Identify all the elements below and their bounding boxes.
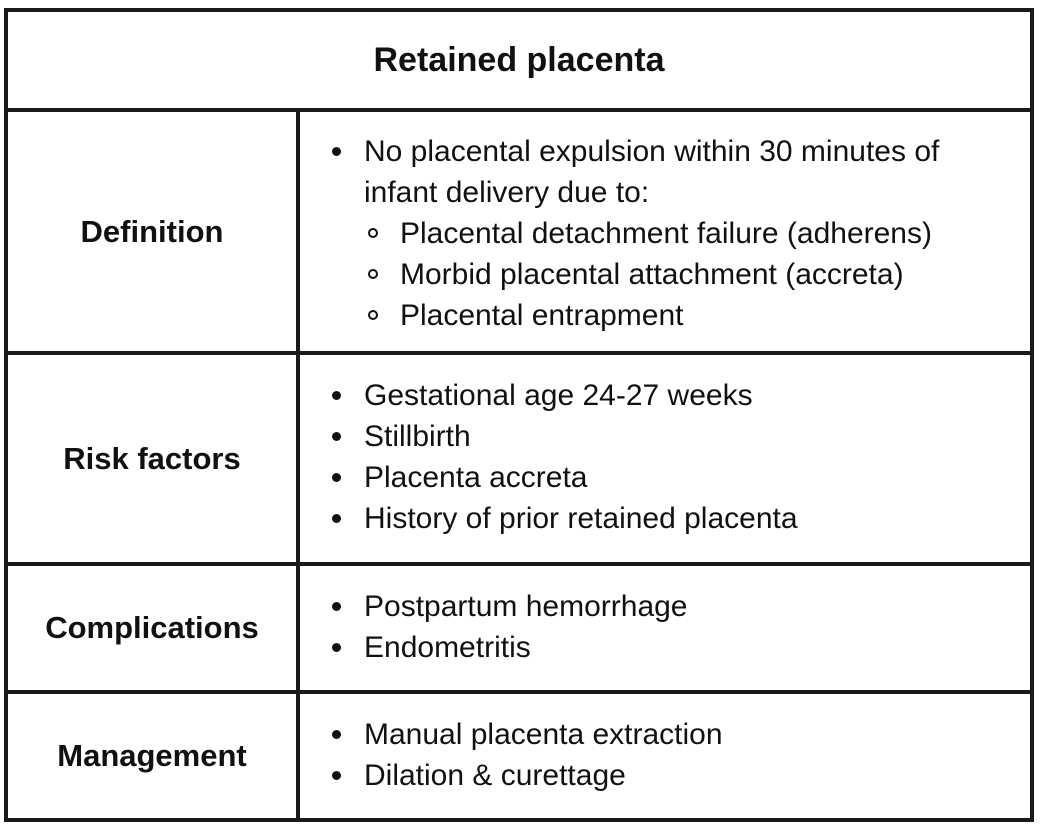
risk-factors-content: Gestational age 24-27 weeks Stillbirth P…: [300, 355, 1030, 562]
management-list: Manual placenta extraction Dilation & cu…: [324, 714, 1030, 796]
definition-item-text: No placental expulsion within 30 minutes…: [364, 135, 940, 209]
complication-item: Postpartum hemorrhage: [324, 586, 1030, 627]
risk-factors-row: Risk factors Gestational age 24-27 weeks…: [8, 355, 1030, 566]
management-item: Dilation & curettage: [324, 755, 1030, 796]
definition-content: No placental expulsion within 30 minutes…: [300, 112, 1030, 351]
table-title: Retained placenta: [8, 12, 1030, 112]
risk-factor-item: Stillbirth: [324, 416, 1030, 457]
definition-sublist: Placental detachment failure (adherens) …: [364, 213, 1030, 336]
complications-list: Postpartum hemorrhage Endometritis: [324, 586, 1030, 668]
definition-label: Definition: [8, 112, 300, 351]
retained-placenta-table: Retained placenta Definition No placenta…: [4, 8, 1034, 822]
definition-list: No placental expulsion within 30 minutes…: [324, 131, 1030, 336]
definition-row: Definition No placental expulsion within…: [8, 112, 1030, 355]
risk-factors-list: Gestational age 24-27 weeks Stillbirth P…: [324, 375, 1030, 539]
definition-item: No placental expulsion within 30 minutes…: [324, 131, 1030, 336]
management-content: Manual placenta extraction Dilation & cu…: [300, 694, 1030, 818]
complications-label: Complications: [8, 566, 300, 690]
risk-factors-label: Risk factors: [8, 355, 300, 562]
management-item: Manual placenta extraction: [324, 714, 1030, 755]
complications-row: Complications Postpartum hemorrhage Endo…: [8, 566, 1030, 694]
management-label: Management: [8, 694, 300, 818]
complications-content: Postpartum hemorrhage Endometritis: [300, 566, 1030, 690]
complication-item: Endometritis: [324, 627, 1030, 668]
definition-subitem: Placental detachment failure (adherens): [364, 213, 1030, 254]
risk-factor-item: Gestational age 24-27 weeks: [324, 375, 1030, 416]
definition-subitem: Placental entrapment: [364, 295, 1030, 336]
risk-factor-item: History of prior retained placenta: [324, 498, 1030, 539]
definition-subitem: Morbid placental attachment (accreta): [364, 254, 1030, 295]
risk-factor-item: Placenta accreta: [324, 457, 1030, 498]
management-row: Management Manual placenta extraction Di…: [8, 694, 1030, 818]
